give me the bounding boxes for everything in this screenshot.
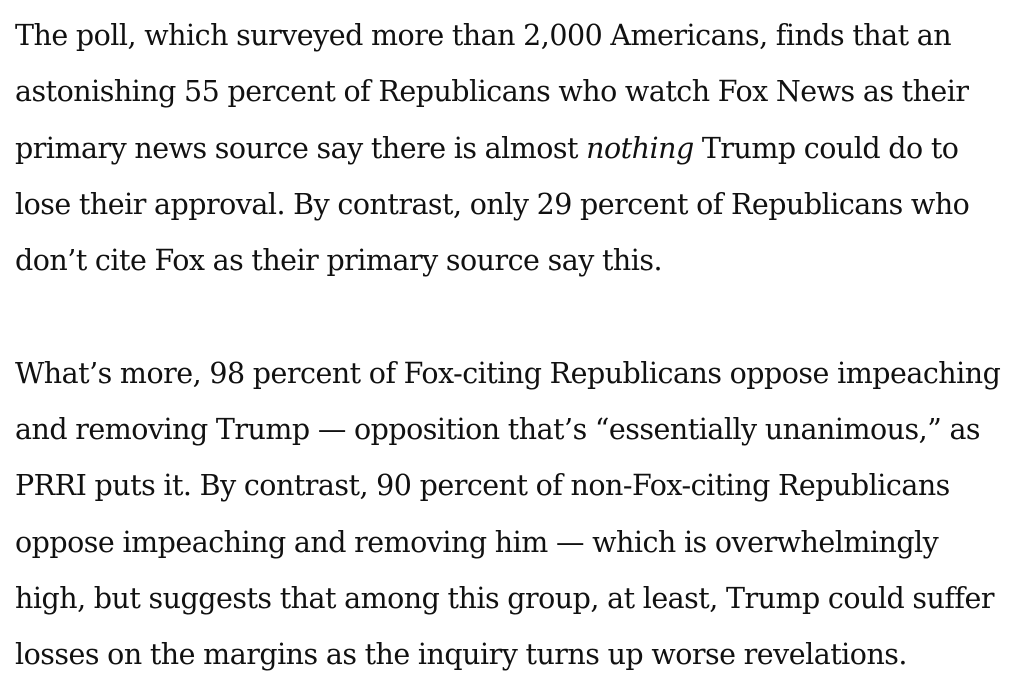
text-line: astonishing 55 percent of Republicans wh… [15, 75, 969, 109]
text-segment: primary news source say there is almost [15, 131, 587, 165]
text-line: oppose impeaching and removing him — whi… [15, 525, 939, 559]
text-line: don’t cite Fox as their primary source s… [15, 244, 663, 278]
text-line: and removing Trump — opposition that’s “… [15, 413, 981, 447]
emphasis-text: nothing [586, 131, 694, 165]
text-line: losses on the margins as the inquiry tur… [15, 638, 908, 672]
text-line: The poll, which surveyed more than 2,000… [15, 19, 952, 52]
text-line: PRRI puts it. By contrast, 90 percent of… [15, 469, 950, 503]
text-line: What’s more, 98 percent of Fox-citing Re… [15, 356, 1001, 390]
text-segment: Trump could do to [693, 131, 959, 165]
paragraph-poll-findings: The poll, which surveyed more than 2,000… [15, 8, 1027, 289]
text-line: primary news source say there is almost … [15, 121, 1027, 177]
paragraph-spacer [15, 289, 1027, 345]
paragraph-impeachment-opposition: What’s more, 98 percent of Fox-citing Re… [15, 346, 1027, 684]
text-line: lose their approval. By contrast, only 2… [15, 187, 970, 221]
article-body: The poll, which surveyed more than 2,000… [15, 8, 1027, 684]
text-line: high, but suggests that among this group… [15, 581, 994, 615]
